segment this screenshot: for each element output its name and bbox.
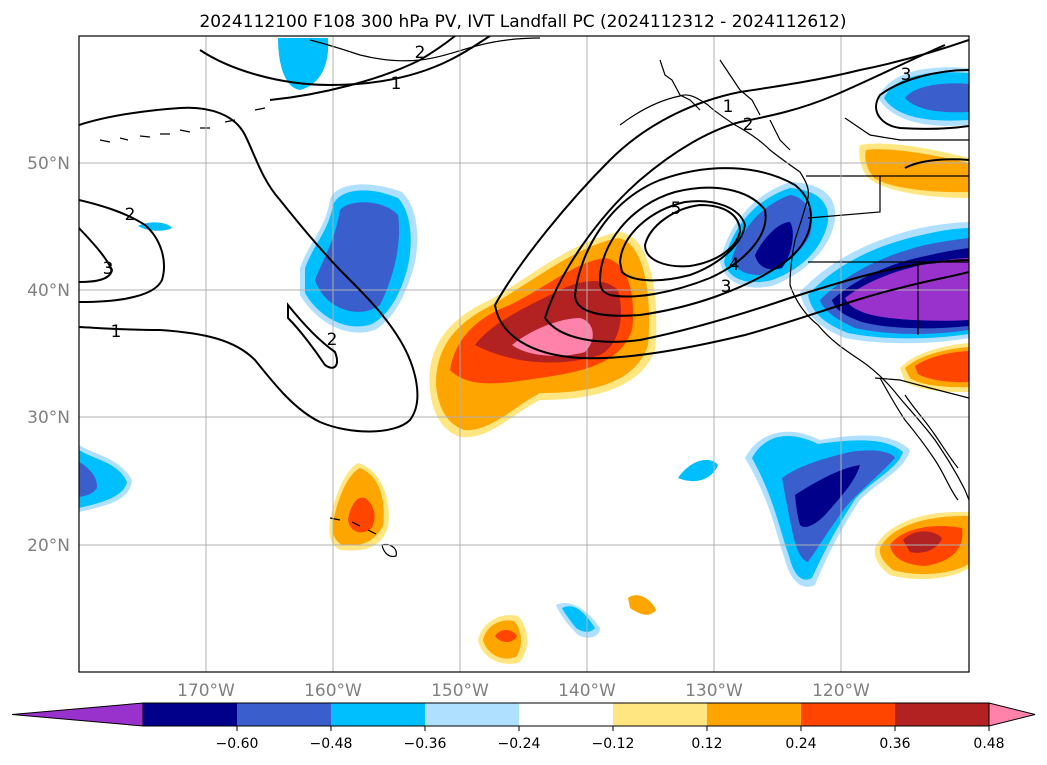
- border-mexico: [874, 377, 969, 399]
- colorbar-tick-label: 0.12: [691, 736, 722, 752]
- figure-title: 2024112100 F108 300 hPa PV, IVT Landfall…: [199, 12, 846, 32]
- colorbar-segment: [331, 703, 426, 726]
- contour-label: 1: [391, 74, 402, 94]
- colorbar-segment: [519, 703, 614, 726]
- colorbar-tick-label: −0.48: [310, 736, 353, 752]
- colorbar-tick-label: −0.12: [592, 736, 635, 752]
- warm-anomaly-small-south: [478, 615, 528, 664]
- lat-label-30n: 30°N: [27, 408, 70, 428]
- contour-label: 5: [671, 199, 682, 219]
- colorbar-segment: [425, 703, 520, 726]
- lon-label-120w: 120°W: [812, 681, 870, 701]
- aleutian-islands: [99, 107, 266, 143]
- contour-4b-ring: [618, 200, 747, 282]
- cool-anomaly-south-125w: [745, 431, 910, 587]
- contour-label: 4: [729, 255, 740, 275]
- lon-label-170w: 170°W: [177, 681, 235, 701]
- shaded-anomalies: [79, 38, 969, 664]
- cool-anomaly-western-us: [800, 222, 969, 344]
- contour-north-2: [269, 36, 456, 101]
- lat-label-20n: 20°N: [27, 536, 70, 556]
- hawaii-islands: [329, 517, 397, 558]
- cool-anomaly-160w: [300, 184, 418, 333]
- pv-contours: [79, 36, 969, 433]
- contour-4-ring: [598, 186, 767, 298]
- contour-east-2: [544, 44, 946, 319]
- colorbar-tick-label: 0.24: [785, 736, 816, 752]
- colorbar-extend-min: [11, 702, 144, 727]
- colorbar: −0.60 −0.48 −0.36 −0.24 −0.12 0.12 0.24 0.36 0.4…: [11, 702, 1036, 752]
- warm-anomaly-small-d: [628, 595, 656, 615]
- contour-label: 3: [103, 259, 114, 279]
- contour-label: 3: [901, 65, 912, 85]
- contour-label: 2: [415, 43, 426, 63]
- contour-east-1: [494, 39, 969, 306]
- contour-labels: 2 1 2 3 1 2 1 2 3 5 4 3: [103, 43, 912, 350]
- colorbar-tick-label: 0.36: [879, 736, 910, 752]
- contour-label: 2: [743, 115, 754, 135]
- contour-north-1: [199, 36, 491, 87]
- cool-anomaly-north: [278, 38, 329, 90]
- contour-west-2: [79, 199, 166, 303]
- cool-anomaly-small-e: [678, 459, 718, 482]
- contour-label: 1: [723, 97, 734, 117]
- contour-east-2-loop: [544, 259, 969, 343]
- colorbar-segment: [707, 703, 802, 726]
- cool-anomaly-small-a: [138, 222, 172, 231]
- lon-label-150w: 150°W: [431, 681, 489, 701]
- latitude-labels: 50°N 40°N 30°N 20°N: [27, 154, 70, 556]
- contour-east-1-south: [494, 271, 969, 360]
- lon-label-130w: 130°W: [685, 681, 743, 701]
- contour-west-3: [79, 227, 114, 283]
- colorbar-frame: [142, 702, 990, 727]
- colorbar-segment: [143, 703, 238, 726]
- contour-east-3: [875, 69, 969, 130]
- contour-west-outer: [79, 106, 419, 433]
- colorbar-extend-max: [988, 702, 1036, 727]
- border-states: [807, 117, 969, 335]
- lat-label-40n: 40°N: [27, 281, 70, 301]
- colorbar-segment: [237, 703, 332, 726]
- colorbar-tick-label: 0.48: [973, 736, 1004, 752]
- cool-anomaly-nw-coast: [720, 182, 836, 288]
- longitude-labels: 170°W 160°W 150°W 140°W 130°W 120°W: [177, 681, 870, 701]
- colorbar-segment: [895, 703, 990, 726]
- gridlines: [79, 36, 969, 672]
- contour-east-far: [904, 158, 969, 169]
- colorbar-tick-label: −0.36: [404, 736, 447, 752]
- contour-3-ring: [573, 167, 812, 317]
- contour-label: 2: [125, 205, 136, 225]
- colorbar-tick-label: −0.24: [498, 736, 541, 752]
- coastline-inner: [904, 394, 959, 469]
- colorbar-segment: [613, 703, 708, 726]
- contour-label: 3: [721, 277, 732, 297]
- contour-5-ring: [643, 203, 742, 268]
- lat-label-50n: 50°N: [27, 154, 70, 174]
- contour-label: 1: [111, 322, 122, 342]
- contour-label: 2: [327, 330, 338, 350]
- lon-label-160w: 160°W: [304, 681, 362, 701]
- cool-anomaly-northeast: [878, 67, 969, 126]
- coastlines: [99, 37, 969, 558]
- warm-anomaly-east-34n: [900, 343, 969, 393]
- coastline-north-america: [619, 94, 969, 501]
- cool-anomaly-west-edge: [79, 445, 132, 512]
- coastline-baja: [879, 377, 959, 501]
- coastline-bc-islands: [659, 59, 791, 151]
- contour-west-160w-2: [287, 302, 338, 369]
- map-frame: [78, 35, 970, 673]
- colorbar-tick-label: −0.60: [216, 736, 259, 752]
- warm-anomaly-hawaii: [329, 463, 389, 551]
- colorbar-segment: [801, 703, 896, 726]
- lon-label-140w: 140°W: [558, 681, 616, 701]
- map-panel: 2 1 2 3 1 2 1 2 3 5 4 3: [78, 35, 970, 673]
